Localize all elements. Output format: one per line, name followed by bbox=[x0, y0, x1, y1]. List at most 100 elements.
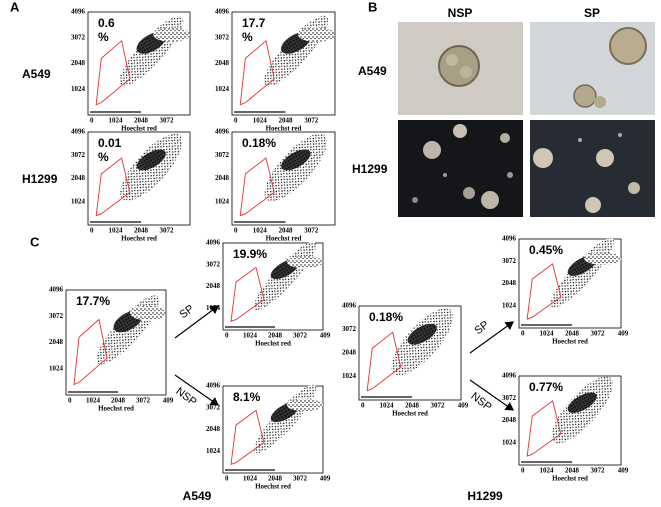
arrow bbox=[174, 305, 219, 339]
x-tick-label: 1024 bbox=[253, 117, 268, 125]
x-tick-label: 0 bbox=[521, 467, 525, 475]
gate bbox=[95, 40, 131, 106]
y-tick-label: 4096 bbox=[71, 8, 86, 16]
arrow-label: SP bbox=[472, 319, 491, 337]
x-tick-label: 0 bbox=[234, 227, 238, 235]
cell-cloud-top bbox=[584, 252, 621, 265]
x-tick-label: 3072 bbox=[293, 332, 308, 340]
cell-cloud-top bbox=[297, 27, 335, 42]
gate-percent: 0.77% bbox=[529, 380, 563, 394]
x-tick-label: 3072 bbox=[293, 475, 308, 483]
gate bbox=[239, 40, 275, 106]
gate-percent: 17.7% bbox=[76, 294, 110, 308]
y-tick-label: 4096 bbox=[206, 239, 221, 247]
x-tick-label: 1024 bbox=[540, 467, 555, 475]
x-tick-label: 3072 bbox=[304, 117, 319, 125]
x-tick-label: 409 bbox=[320, 475, 331, 483]
y-tick-label: 1024 bbox=[206, 447, 221, 455]
x-axis-label: Hoechst red bbox=[266, 125, 302, 133]
axis-bottom-events bbox=[90, 111, 141, 113]
x-axis-label: Hoechst red bbox=[121, 235, 157, 243]
row-label: H1299 bbox=[22, 172, 58, 186]
cell-cloud-core bbox=[567, 392, 597, 413]
arrow-label: SP bbox=[177, 303, 196, 321]
y-tick-label: 3072 bbox=[71, 151, 86, 159]
flow-plot: 0.18% 0 1024 2048 3072 1024 2048 3072 4096 Hoechs… bbox=[215, 128, 336, 243]
x-tick-label: 2048 bbox=[111, 397, 126, 405]
axis-bottom-events bbox=[68, 391, 118, 393]
gate-percent: 0.01 bbox=[98, 136, 122, 150]
gate-percent: % bbox=[242, 30, 253, 44]
y-tick-label: 1024 bbox=[502, 438, 517, 446]
y-tick-label: 3072 bbox=[71, 33, 86, 41]
flow-plot: 0.01% 0 1024 2048 3072 1024 2048 3072 4096 Hoechs… bbox=[71, 128, 191, 243]
x-axis-label: Hoechst red bbox=[98, 405, 134, 413]
cell-cloud-core bbox=[407, 323, 437, 345]
x-axis-label: Hoechst red bbox=[392, 410, 428, 418]
gate bbox=[239, 157, 275, 217]
x-tick-label: 2048 bbox=[134, 227, 149, 235]
panel-label: B bbox=[368, 0, 377, 14]
x-tick-label: 2048 bbox=[279, 227, 294, 235]
y-tick-label: 3072 bbox=[342, 325, 357, 333]
y-tick-label: 2048 bbox=[342, 349, 357, 357]
flow-plot: 0.77% 0 1024 2048 3072 409 1024 2048 3072 4096 Hoe… bbox=[502, 372, 629, 483]
gate-percent: 19.9% bbox=[233, 247, 267, 261]
cell-cloud-core bbox=[281, 149, 311, 171]
y-tick-label: 1024 bbox=[502, 301, 517, 309]
x-axis-label: Hoechst red bbox=[255, 483, 291, 491]
x-tick-label: 0 bbox=[521, 330, 525, 338]
x-tick-label: 0 bbox=[225, 332, 229, 340]
y-tick-label: 3072 bbox=[502, 394, 517, 402]
flow-plot: 17.7% 0 1024 2048 3072 1024 2048 3072 4096 Hoechs… bbox=[215, 8, 336, 133]
axis-bottom-events bbox=[234, 111, 286, 113]
x-axis-label: Hoechst red bbox=[552, 338, 588, 346]
gate bbox=[73, 318, 108, 386]
x-tick-label: 409 bbox=[163, 397, 174, 405]
x-tick-label: 0 bbox=[225, 475, 229, 483]
x-tick-label: 409 bbox=[320, 332, 331, 340]
y-tick-label: 2048 bbox=[502, 279, 517, 287]
x-tick-label: 3072 bbox=[304, 227, 319, 235]
x-tick-label: 1024 bbox=[86, 397, 101, 405]
cell-cloud-top bbox=[287, 256, 323, 269]
axis-bottom-events bbox=[521, 324, 572, 326]
panel-label: C bbox=[30, 234, 40, 249]
gate bbox=[366, 331, 402, 392]
y-tick-label: 3072 bbox=[215, 33, 230, 41]
gate bbox=[95, 157, 131, 217]
y-tick-label: 1024 bbox=[342, 372, 357, 380]
x-tick-label: 409 bbox=[618, 467, 629, 475]
gate-percent: 8.1% bbox=[233, 390, 261, 404]
flow-plot: 19.9% 0 1024 2048 3072 409 1024 2048 3072 4096 Hoe… bbox=[206, 239, 331, 348]
x-axis-label: Hoechst red bbox=[266, 235, 302, 243]
y-tick-label: 2048 bbox=[215, 174, 230, 182]
x-tick-label: 3072 bbox=[136, 397, 151, 405]
axis-bottom-events bbox=[225, 326, 275, 328]
x-tick-label: 0 bbox=[90, 227, 94, 235]
row-label: A549 bbox=[22, 67, 51, 81]
gate bbox=[230, 409, 265, 465]
x-axis-label: Hoechst red bbox=[255, 340, 291, 348]
y-tick-label: 3072 bbox=[502, 257, 517, 265]
gate-percent: 0.18% bbox=[242, 136, 276, 150]
y-tick-label: 1024 bbox=[71, 197, 86, 205]
y-tick-label: 1024 bbox=[49, 364, 64, 372]
cell-line-label: A549 bbox=[183, 489, 212, 503]
y-tick-label: 3072 bbox=[215, 151, 230, 159]
x-tick-label: 2048 bbox=[268, 332, 283, 340]
x-tick-label: 1024 bbox=[243, 475, 258, 483]
arrow bbox=[469, 379, 514, 411]
row-label: A549 bbox=[358, 64, 387, 78]
column-label: SP bbox=[584, 6, 600, 20]
y-tick-label: 4096 bbox=[502, 372, 517, 380]
axis-bottom-events bbox=[225, 469, 275, 471]
flow-plot: 8.1% 0 1024 2048 3072 409 1024 2048 3072 4096 Hoec… bbox=[206, 382, 331, 491]
x-tick-label: 2048 bbox=[134, 117, 149, 125]
x-tick-label: 2048 bbox=[565, 330, 580, 338]
y-tick-label: 4096 bbox=[502, 235, 517, 243]
gate bbox=[230, 266, 265, 322]
x-tick-label: 3072 bbox=[160, 227, 175, 235]
cell-cloud-top bbox=[153, 27, 190, 42]
